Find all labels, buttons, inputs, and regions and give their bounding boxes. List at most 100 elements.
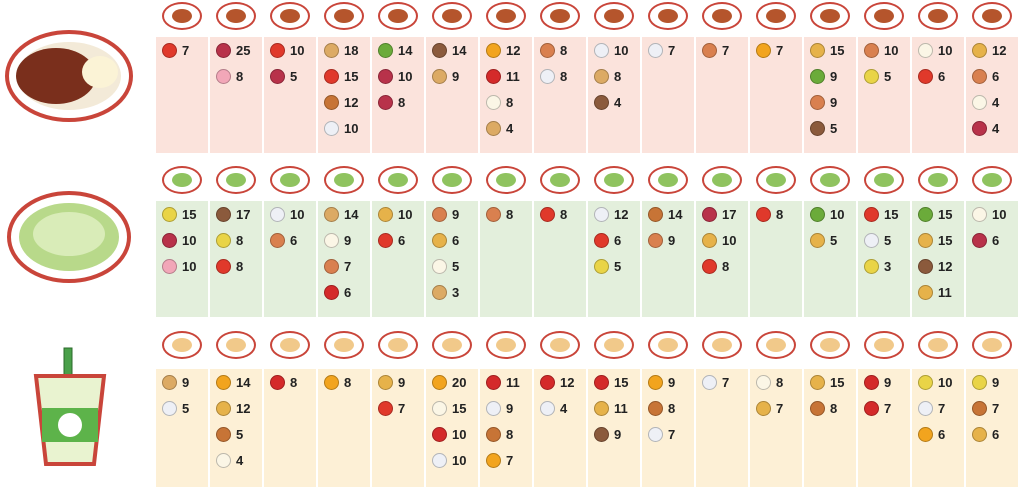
dish-icon [540,2,580,30]
ingredient: 25 [214,41,260,61]
ingredient: 14 [322,205,368,225]
ingredient: 6 [268,231,314,251]
ingredient: 7 [646,41,692,61]
ingredient-icon [972,375,987,390]
ingredient-count: 6 [452,233,460,248]
ingredient-icon [216,453,231,468]
ingredient: 5 [808,119,854,139]
ingredient-count: 8 [776,207,784,222]
ingredient-icon [648,401,663,416]
ingredient: 8 [538,41,584,61]
ingredient-count: 8 [722,259,730,274]
ingredient-icon [810,207,825,222]
ingredient-icon [486,95,501,110]
recipe-panel: 10 7 6 [912,369,964,487]
ingredient-icon [270,43,285,58]
ingredient-icon [432,233,447,248]
recipe-panel: 8 [750,201,802,317]
ingredient-icon [378,233,393,248]
ingredient: 7 [700,373,746,393]
recipe-panel: 12 6 5 [588,201,640,317]
recipe-panel: 15 15 12 11 [912,201,964,317]
ingredient: 5 [862,67,908,87]
ingredient-icon [810,121,825,136]
ingredient-count: 6 [290,233,298,248]
ingredient: 8 [214,257,260,277]
ingredient: 8 [592,67,638,87]
recipe-panel: 8 [534,201,586,317]
ingredient: 14 [430,41,476,61]
ingredient-icon [594,401,609,416]
ingredient-icon [594,69,609,84]
ingredient: 8 [808,399,854,419]
ingredient-count: 7 [938,401,946,416]
drink-icon [33,347,107,466]
ingredient: 6 [970,231,1016,251]
ingredient-icon [216,427,231,442]
ingredient-icon [432,43,447,58]
ingredient-icon [216,207,231,222]
ingredient: 5 [592,257,638,277]
recipe-panel: 8 [480,201,532,317]
ingredient: 8 [268,373,314,393]
ingredient: 9 [808,67,854,87]
recipe-panel: 9 7 6 [966,369,1018,487]
ingredient: 4 [970,93,1016,113]
ingredient-icon [432,259,447,274]
ingredient-icon [486,453,501,468]
ingredient-count: 5 [884,233,892,248]
ingredient-count: 15 [938,233,953,248]
ingredient: 7 [700,41,746,61]
ingredient: 8 [484,205,530,225]
recipe-panel: 8 [264,369,316,487]
ingredient-count: 8 [398,95,406,110]
ingredient-count: 3 [452,285,460,300]
ingredient-count: 8 [560,207,568,222]
ingredient: 9 [376,373,422,393]
ingredient: 9 [484,399,530,419]
ingredient-count: 7 [992,401,1000,416]
ingredient-icon [216,43,231,58]
ingredient-count: 15 [182,207,197,222]
dish-icon [594,166,634,194]
ingredient-icon [324,375,339,390]
ingredient-icon [756,207,771,222]
dish-icon [378,2,418,30]
curry-icon [5,30,133,122]
ingredient: 10 [592,41,638,61]
ingredient-count: 9 [668,233,676,248]
ingredient-count: 6 [938,69,946,84]
dish-icon [972,166,1012,194]
ingredient-icon [864,43,879,58]
ingredient: 4 [484,119,530,139]
ingredient-count: 7 [398,401,406,416]
ingredient-count: 8 [506,95,514,110]
recipe-panel: 7 [156,37,208,153]
ingredient-count: 10 [884,43,899,58]
ingredient-count: 9 [452,207,460,222]
recipe-panel: 10 5 [804,201,856,317]
ingredient-count: 9 [398,375,406,390]
ingredient-count: 4 [992,121,1000,136]
ingredient-count: 14 [344,207,359,222]
dish-icon [648,331,688,359]
ingredient: 6 [592,231,638,251]
ingredient-icon [378,95,393,110]
ingredient-count: 9 [830,95,838,110]
dish-icon [864,166,904,194]
ingredient-icon [162,43,177,58]
ingredient-icon [972,95,987,110]
dish-icon [972,2,1012,30]
ingredient: 3 [862,257,908,277]
ingredient-count: 12 [938,259,953,274]
ingredient-count: 12 [506,43,521,58]
ingredient-count: 10 [398,69,413,84]
ingredient: 7 [916,399,962,419]
recipe-panel: 17 10 8 [696,201,748,317]
ingredient-count: 9 [506,401,514,416]
recipe-panel: 15 8 [804,369,856,487]
ingredient-icon [918,375,933,390]
ingredient-icon [486,207,501,222]
ingredient-icon [810,375,825,390]
ingredient-icon [648,233,663,248]
